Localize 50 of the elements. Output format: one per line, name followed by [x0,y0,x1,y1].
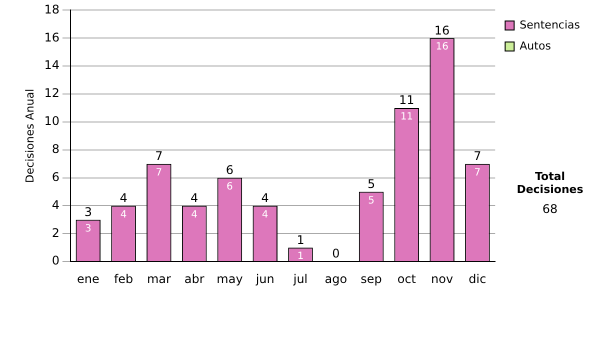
total-label: 6 [226,162,234,177]
y-tick-label: 14 [44,58,60,72]
data-label: 4 [191,209,198,220]
data-label: 5 [368,195,374,206]
data-label: 4 [120,209,127,220]
x-tick-label: ene [76,272,100,286]
total-label: 1 [296,232,304,247]
y-axis-title: Decisiones Anual [23,88,36,183]
x-tick-label: jun [254,272,274,286]
data-label: 7 [156,167,162,178]
data-label: 16 [436,42,448,53]
text: Total Decisiones [516,170,584,196]
total-label: 7 [155,148,163,163]
data-label: 11 [400,112,414,123]
x-tick-label: jul [292,272,308,286]
total-label: 11 [399,93,414,108]
y-tick-label: 10 [44,114,60,128]
y-tick-label: 12 [44,86,60,100]
y-tick-label: 4 [52,198,60,212]
total-label: 7 [474,148,482,163]
data-label: 7 [474,167,481,178]
x-tick-label: feb [114,272,134,286]
total-label: 4 [190,190,198,205]
x-tick-label: abr [184,272,204,286]
x-tick-label: dic [468,272,486,286]
legend-label: Autos [520,39,552,52]
y-tick-label: 2 [52,226,60,240]
y-tick-label: 8 [52,142,60,156]
x-tick-label: nov [431,272,454,286]
total-label: 0 [332,246,340,261]
text: 68 [541,202,559,216]
x-tick-label: sep [360,272,382,286]
total-label: 4 [261,190,269,205]
total-label: 4 [120,190,128,205]
total-label: 16 [434,23,450,38]
y-tick-label: 16 [44,30,60,44]
x-tick-label: oct [397,272,416,286]
y-tick-label: 0 [52,254,60,268]
total-label: 3 [84,204,92,219]
total-label: 5 [367,176,376,191]
y-tick-label: 6 [52,170,60,184]
data-label: 3 [84,223,92,234]
x-tick-label: ago [324,272,348,286]
x-tick-label: mar [146,272,171,286]
y-tick-label: 18 [44,2,60,16]
data-label: 4 [262,209,268,220]
data-label: 1 [297,251,304,262]
x-tick-label: may [216,272,243,286]
data-label: 6 [226,181,233,192]
legend-label: Sentencias [520,18,580,32]
